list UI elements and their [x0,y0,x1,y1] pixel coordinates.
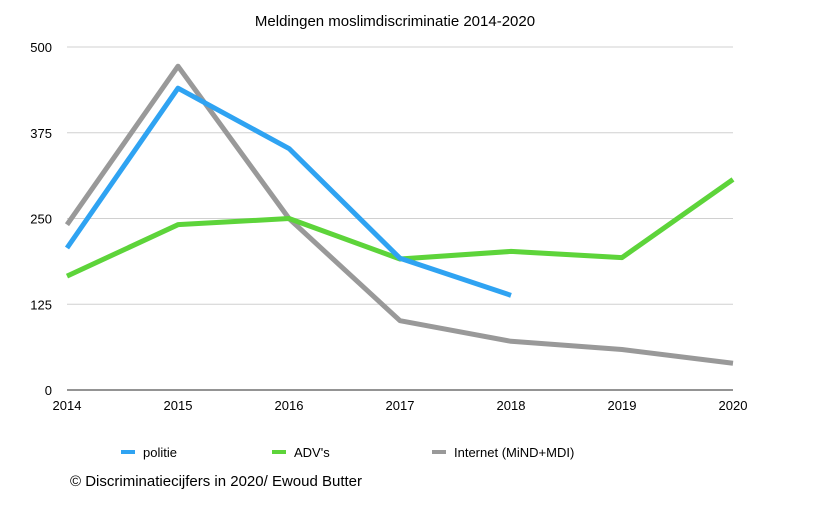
x-tick-label: 2014 [53,398,82,413]
credit-text: © Discriminatiecijfers in 2020/ Ewoud Bu… [70,473,363,490]
y-tick-label: 500 [30,40,52,55]
series-lines [64,63,735,366]
series-line-1 [65,177,735,279]
x-tick-label: 2020 [719,398,748,413]
legend: politie ADV's Internet (MiND+MDI) [121,445,574,460]
legend-label: Internet (MiND+MDI) [454,445,574,460]
legend-label: ADV's [294,445,330,460]
y-tick-label: 125 [30,297,52,312]
y-tick-label: 250 [30,212,52,227]
x-tick-label: 2019 [608,398,637,413]
x-axis-ticks: 2014 2015 2016 2017 2018 2019 2020 [53,398,748,413]
y-tick-label: 375 [30,126,52,141]
chart-title: Meldingen moslimdiscriminatie 2014-2020 [255,13,535,30]
series-line-2 [64,63,734,366]
y-axis-ticks: 0 125 250 375 500 [30,40,52,398]
y-tick-label: 0 [45,383,52,398]
x-tick-label: 2016 [275,398,304,413]
series-line-0 [64,85,512,298]
x-tick-label: 2017 [386,398,415,413]
x-tick-label: 2015 [164,398,193,413]
legend-label: politie [143,445,177,460]
gridlines [67,46,733,391]
x-tick-label: 2018 [497,398,526,413]
